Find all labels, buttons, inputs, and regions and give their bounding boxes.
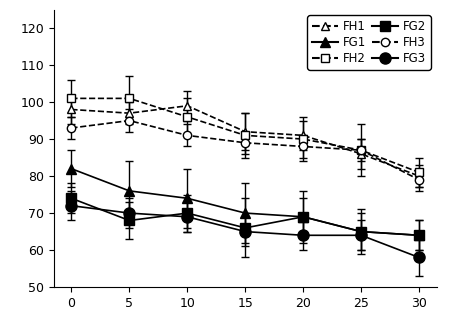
Legend: FH1, FG1, FH2, FG2, FH3, FG3: FH1, FG1, FH2, FG2, FH3, FG3 xyxy=(307,16,431,70)
